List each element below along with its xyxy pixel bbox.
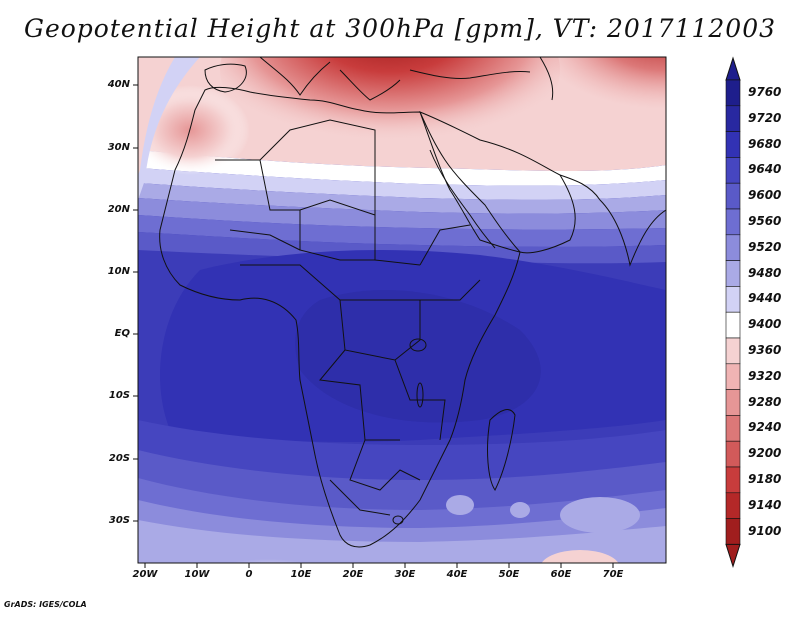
geopotential-field (138, 57, 666, 563)
colorbar-level-label: 9320 (748, 368, 782, 383)
colorbar-level-label: 9240 (748, 420, 782, 435)
colorbar-level-label: 9200 (748, 446, 782, 461)
colorbar-swatch (725, 208, 741, 236)
lat-label-20n: 20N (107, 204, 130, 215)
map-title: Geopotential Height at 300hPa [gpm], VT:… (23, 14, 777, 43)
colorbar-swatch (725, 389, 741, 416)
grads-credit: GrADS: IGES/COLA (4, 600, 87, 609)
colorbar-swatch (725, 286, 741, 313)
lon-label-0: 0 (245, 569, 253, 580)
colorbar-level-label: 9720 (748, 110, 782, 125)
lon-label-10w: 10W (184, 569, 210, 580)
coastlines (159, 57, 666, 548)
colorbar-level-label: 9640 (748, 162, 782, 177)
lat-label-10n: 10N (107, 266, 130, 277)
colorbar-bottom-arrow (725, 543, 741, 569)
colorbar-swatch (725, 311, 741, 339)
lon-label-60e: 60E (550, 569, 572, 580)
map-frame (137, 56, 667, 564)
colorbar-level-label: 9100 (748, 523, 782, 538)
colorbar-level-label: 9360 (748, 342, 782, 357)
lon-label-20e: 20E (342, 569, 364, 580)
colorbar-level-label: 9180 (748, 471, 782, 486)
colorbar-level-label: 9280 (748, 394, 782, 409)
lat-label-20s: 20S (108, 453, 130, 464)
lon-label-20w: 20W (132, 569, 158, 580)
colorbar-level-label: 9440 (748, 291, 782, 306)
colorbar-swatch (725, 466, 741, 494)
colorbar (725, 56, 741, 569)
lat-label-40n: 40N (107, 79, 130, 90)
lon-ticks (144, 563, 614, 568)
lon-label-10e: 10E (290, 569, 312, 580)
lat-label-30n: 30N (107, 142, 130, 153)
colorbar-level-label: 9600 (748, 188, 782, 203)
lon-label-70e: 70E (602, 569, 624, 580)
colorbar-level-label: 9520 (748, 239, 782, 254)
colorbar-level-label: 9480 (748, 265, 782, 280)
lon-label-50e: 50E (498, 569, 520, 580)
colorbar-swatch (725, 79, 741, 107)
lon-label-40e: 40E (446, 569, 468, 580)
colorbar-swatch (725, 105, 741, 132)
colorbar-swatch (725, 131, 741, 158)
lon-label-30e: 30E (394, 569, 416, 580)
colorbar-level-label: 9140 (748, 497, 782, 512)
colorbar-swatch (725, 157, 741, 184)
lat-label-30s: 30S (108, 515, 130, 526)
lat-label-10s: 10S (108, 390, 130, 401)
colorbar-swatch (725, 492, 741, 519)
colorbar-swatch (725, 518, 741, 545)
colorbar-swatch (725, 337, 741, 365)
colorbar-level-label: 9680 (748, 136, 782, 151)
colorbar-swatch (725, 415, 741, 442)
lat-ticks (133, 84, 138, 522)
colorbar-level-label: 9400 (748, 317, 782, 332)
colorbar-swatch (725, 260, 741, 287)
colorbar-level-label: 9760 (748, 84, 782, 99)
colorbar-swatch (725, 363, 741, 390)
lat-label-eq: EQ (114, 328, 130, 339)
colorbar-top-arrow (725, 56, 741, 81)
colorbar-swatch (725, 182, 741, 210)
colorbar-swatch (725, 234, 741, 261)
colorbar-level-label: 9560 (748, 213, 782, 228)
colorbar-swatch (725, 440, 741, 468)
